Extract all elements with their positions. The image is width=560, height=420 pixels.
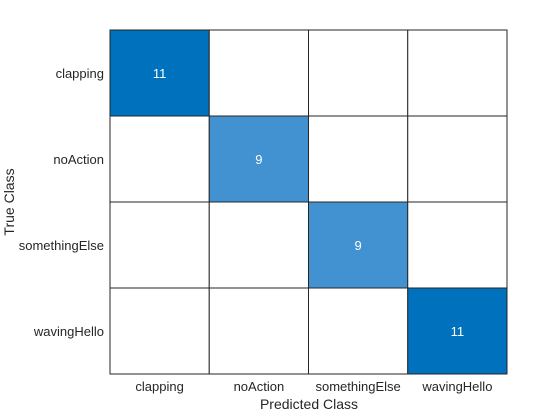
- matrix-cell-wavingHello-clapping: [109, 287, 210, 375]
- matrix-cell-wavingHello-wavingHello: [407, 287, 508, 375]
- matrix-cell-clapping-clapping: [109, 29, 210, 117]
- x-tick-label: clapping: [135, 379, 183, 394]
- x-tick-label: somethingElse: [315, 379, 400, 394]
- matrix-cell-wavingHello-somethingElse: [308, 287, 409, 375]
- matrix-cell-somethingElse-wavingHello: [407, 201, 508, 289]
- cell-value-label: 11: [451, 324, 465, 339]
- matrix-cells: 11 9 9 11: [109, 29, 508, 375]
- x-tick-label: wavingHello: [421, 379, 492, 394]
- cell-value-label: 9: [255, 152, 262, 167]
- y-tick-labels: clapping noAction somethingElse wavingHello: [19, 66, 104, 339]
- x-axis-label: Predicted Class: [260, 396, 358, 412]
- matrix-cell-wavingHello-noAction: [208, 287, 309, 375]
- x-tick-label: noAction: [234, 379, 285, 394]
- matrix-cell-clapping-noAction: [208, 29, 309, 117]
- y-axis-label: True Class: [1, 168, 17, 235]
- cell-value-label: 11: [153, 66, 167, 81]
- matrix-cell-noAction-clapping: [109, 115, 210, 203]
- matrix-cell-noAction-somethingElse: [308, 115, 409, 203]
- matrix-cell-noAction-noAction: [208, 115, 309, 203]
- matrix-cell-somethingElse-noAction: [208, 201, 309, 289]
- cell-value-label: 9: [355, 238, 362, 253]
- matrix-cell-noAction-wavingHello: [407, 115, 508, 203]
- y-tick-label: somethingElse: [19, 238, 104, 253]
- x-tick-labels: clapping noAction somethingElse wavingHello: [135, 379, 492, 394]
- matrix-cell-clapping-somethingElse: [308, 29, 409, 117]
- y-tick-label: noAction: [53, 152, 104, 167]
- y-tick-label: clapping: [56, 66, 104, 81]
- matrix-cell-somethingElse-clapping: [109, 201, 210, 289]
- y-tick-label: wavingHello: [33, 324, 104, 339]
- matrix-cell-clapping-wavingHello: [407, 29, 508, 117]
- matrix-cell-somethingElse-somethingElse: [308, 201, 409, 289]
